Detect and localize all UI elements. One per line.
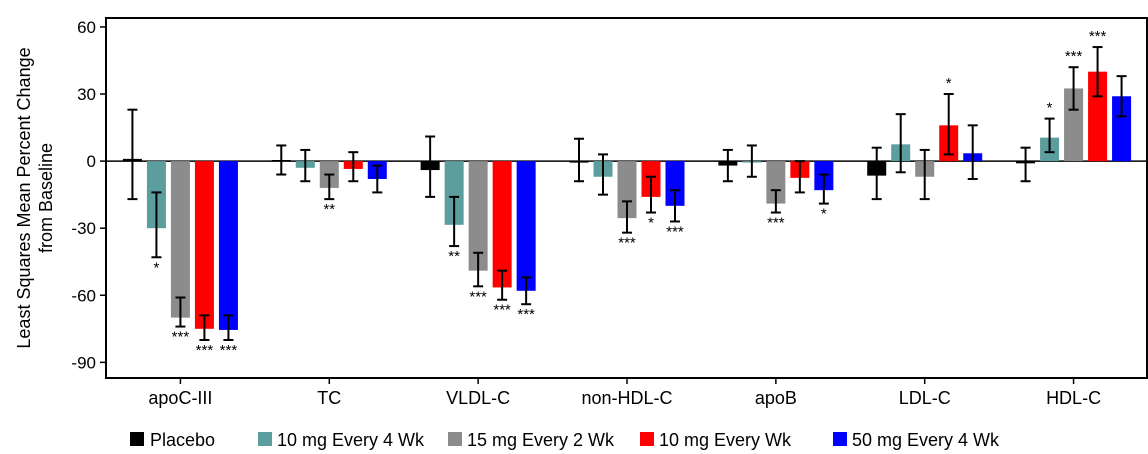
significance-label: ***	[493, 302, 511, 319]
significance-label: ***	[1089, 28, 1107, 45]
significance-label: ***	[618, 235, 636, 252]
y-axis-label-line: from Baseline	[36, 143, 56, 253]
significance-label: **	[323, 201, 335, 218]
significance-label: *	[946, 75, 952, 92]
x-tick-label: VLDL-C	[446, 388, 510, 408]
legend-label: 15 mg Every 2 Wk	[467, 430, 615, 450]
y-tick-label: 30	[77, 85, 96, 104]
legend-swatch	[258, 432, 272, 446]
legend-swatch	[130, 432, 144, 446]
bar	[1112, 96, 1132, 162]
significance-label: ***	[666, 223, 684, 240]
significance-label: ***	[469, 288, 487, 305]
legend-label: 10 mg Every Wk	[659, 430, 792, 450]
significance-label: ***	[1065, 48, 1083, 65]
bar	[766, 161, 786, 204]
y-tick-label: -90	[71, 353, 96, 372]
x-tick-label: TC	[317, 388, 341, 408]
bar	[218, 161, 238, 330]
significance-label: **	[448, 248, 460, 265]
significance-label: ***	[196, 342, 214, 359]
y-axis-label-line: Least Squares Mean Percent Change	[14, 47, 34, 348]
bar	[1088, 71, 1108, 162]
y-tick-label: -30	[71, 219, 96, 238]
legend-label: Placebo	[150, 430, 215, 450]
significance-label: ***	[767, 215, 785, 232]
bar	[194, 161, 214, 329]
significance-label: ***	[517, 306, 535, 323]
x-tick-label: LDL-C	[899, 388, 951, 408]
significance-label: ***	[172, 329, 190, 346]
legend-swatch	[448, 432, 462, 446]
bar	[492, 161, 512, 288]
y-tick-label: 0	[87, 152, 96, 171]
bar	[1064, 88, 1084, 162]
significance-label: *	[821, 206, 827, 223]
legend-label: 50 mg Every 4 Wk	[852, 430, 1000, 450]
legend-label: 10 mg Every 4 Wk	[277, 430, 425, 450]
significance-label: *	[1047, 100, 1053, 117]
significance-label: *	[154, 259, 160, 276]
bar	[444, 161, 464, 225]
y-tick-label: -60	[71, 286, 96, 305]
x-tick-label: apoC-III	[148, 388, 212, 408]
legend-swatch	[640, 432, 654, 446]
x-tick-label: HDL-C	[1046, 388, 1101, 408]
significance-label: *	[648, 215, 654, 232]
y-tick-label: 60	[77, 18, 96, 37]
significance-label: ***	[220, 342, 238, 359]
bar	[617, 161, 637, 219]
x-tick-label: non-HDL-C	[581, 388, 672, 408]
bar	[468, 161, 488, 271]
bar	[516, 161, 536, 291]
bar	[665, 161, 685, 206]
bar	[170, 161, 190, 318]
legend-swatch	[833, 432, 847, 446]
x-tick-label: apoB	[755, 388, 797, 408]
y-axis-label: Least Squares Mean Percent Change from Ba…	[14, 47, 56, 348]
legend: Placebo 10 mg Every 4 Wk 15 mg Every 2 Wk 1…	[130, 430, 1000, 450]
